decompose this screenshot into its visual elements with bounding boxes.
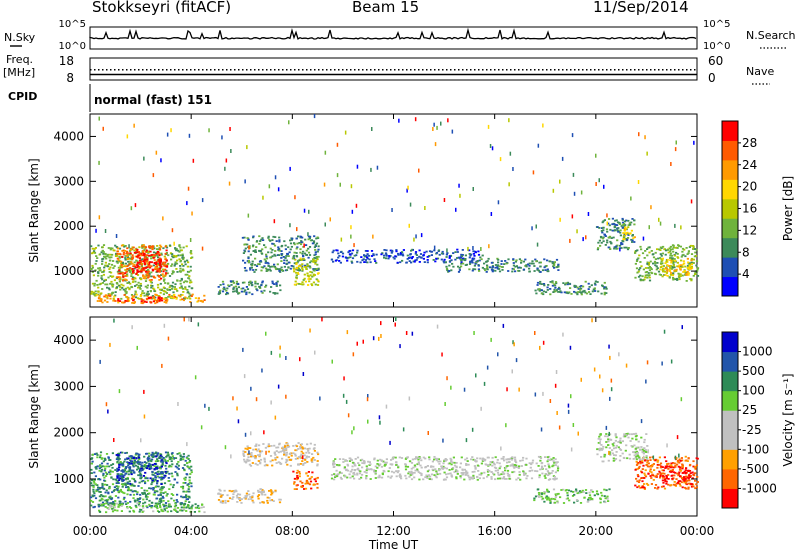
power-colorbar-tick-label: 12 bbox=[742, 223, 757, 237]
velocity-colorbar-tick-label: 100 bbox=[742, 384, 765, 398]
power-colorbar-segment bbox=[722, 179, 738, 200]
xtick-label: 00:00 bbox=[73, 524, 108, 538]
cpid-label: CPID bbox=[8, 90, 37, 103]
freq-panel-frame bbox=[89, 57, 698, 81]
station-title: Stokkseyri (fitACF) bbox=[92, 0, 232, 16]
power-ytick-label: 4000 bbox=[53, 129, 84, 143]
nsky-series-line bbox=[89, 27, 697, 40]
power-ytick-label: 1000 bbox=[53, 264, 84, 278]
velocity-ylabel: Slant Range [km] bbox=[27, 364, 41, 468]
power-colorbar-segment bbox=[722, 257, 738, 278]
power-colorbar-tick-label: 8 bbox=[742, 245, 750, 259]
power-colorbar-segment bbox=[722, 276, 738, 297]
nsearch-label: N.Search bbox=[746, 29, 796, 42]
xtick-label: 08:00 bbox=[275, 524, 310, 538]
xtick-label: 20:00 bbox=[579, 524, 614, 538]
power-ytick-label: 3000 bbox=[53, 174, 84, 188]
velocity-ytick-label: 4000 bbox=[53, 333, 84, 347]
power-colorbar-segment bbox=[722, 237, 738, 258]
cpid-text: normal (fast) 151 bbox=[94, 93, 212, 107]
power-panel-frame bbox=[89, 113, 698, 308]
velocity-colorbar-frame bbox=[721, 331, 739, 509]
xaxis-title: Time UT bbox=[368, 538, 419, 552]
velocity-colorbar-tick-label: -1000 bbox=[742, 481, 777, 495]
velocity-colorbar-segment bbox=[722, 351, 738, 372]
power-colorbar-segment bbox=[722, 198, 738, 219]
power-colorbar-tick-label: 20 bbox=[742, 180, 757, 194]
power-colorbar-tick-label: 16 bbox=[742, 202, 757, 216]
velocity-colorbar-segment bbox=[722, 410, 738, 431]
nsearch-tick-top: 10^5 bbox=[703, 19, 730, 30]
freq-label: Freq. bbox=[6, 53, 33, 66]
freq-unit-label: [MHz] bbox=[3, 66, 35, 79]
velocity-ytick-label: 1000 bbox=[53, 472, 84, 486]
nsky-tick-top: 10^5 bbox=[59, 19, 86, 30]
xtick-label: 04:00 bbox=[174, 524, 209, 538]
xtick-label: 00:00 bbox=[680, 524, 715, 538]
velocity-ytick-label: 2000 bbox=[53, 426, 84, 440]
velocity-colorbar-segment bbox=[722, 468, 738, 489]
velocity-heatmap-cells bbox=[90, 317, 699, 514]
velocity-colorbar-title: Velocity [m s⁻¹] bbox=[781, 373, 795, 466]
velocity-colorbar-tick-label: 500 bbox=[742, 364, 765, 378]
freq-tick-bottom: 8 bbox=[66, 71, 74, 85]
velocity-colorbar-tick-label: 25 bbox=[742, 403, 757, 417]
velocity-ytick-label: 3000 bbox=[53, 379, 84, 393]
velocity-colorbar-segment bbox=[722, 371, 738, 392]
power-heatmap-cells bbox=[90, 114, 700, 305]
power-colorbar-segment bbox=[722, 159, 738, 180]
nsky-tick-bottom: 10^0 bbox=[59, 41, 86, 52]
velocity-colorbar-tick-label: 1000 bbox=[742, 345, 773, 359]
nave-label: Nave bbox=[746, 65, 774, 78]
power-colorbar-tick-label: 4 bbox=[742, 267, 750, 281]
power-colorbar-segment bbox=[722, 121, 738, 141]
freq-tick-top: 18 bbox=[59, 54, 74, 68]
power-colorbar-segment bbox=[722, 140, 738, 161]
nsearch-tick-bottom: 10^0 bbox=[703, 41, 730, 52]
velocity-colorbar-segment bbox=[722, 449, 738, 470]
velocity-colorbar-tick-label: -500 bbox=[742, 462, 769, 476]
nave-tick-top: 60 bbox=[708, 54, 723, 68]
velocity-colorbar-tick-label: -25 bbox=[742, 423, 762, 437]
nave-tick-bottom: 0 bbox=[708, 71, 716, 85]
xtick-label: 16:00 bbox=[477, 524, 512, 538]
xtick-label: 12:00 bbox=[376, 524, 411, 538]
power-ytick-label: 2000 bbox=[53, 219, 84, 233]
power-colorbar-tick-label: 28 bbox=[742, 136, 757, 150]
velocity-colorbar-segment bbox=[722, 429, 738, 450]
date-label: 11/Sep/2014 bbox=[593, 0, 689, 16]
power-colorbar-title: Power [dB] bbox=[781, 176, 795, 241]
beam-label: Beam 15 bbox=[352, 0, 420, 16]
velocity-colorbar-segment bbox=[722, 488, 738, 509]
power-ylabel: Slant Range [km] bbox=[27, 158, 41, 262]
power-colorbar-segment bbox=[722, 218, 738, 239]
power-colorbar-tick-label: 24 bbox=[742, 158, 757, 172]
velocity-colorbar-segment bbox=[722, 332, 738, 353]
velocity-colorbar-tick-label: -100 bbox=[742, 442, 769, 456]
nsky-label: N.Sky bbox=[4, 31, 36, 44]
velocity-colorbar-segment bbox=[722, 390, 738, 411]
